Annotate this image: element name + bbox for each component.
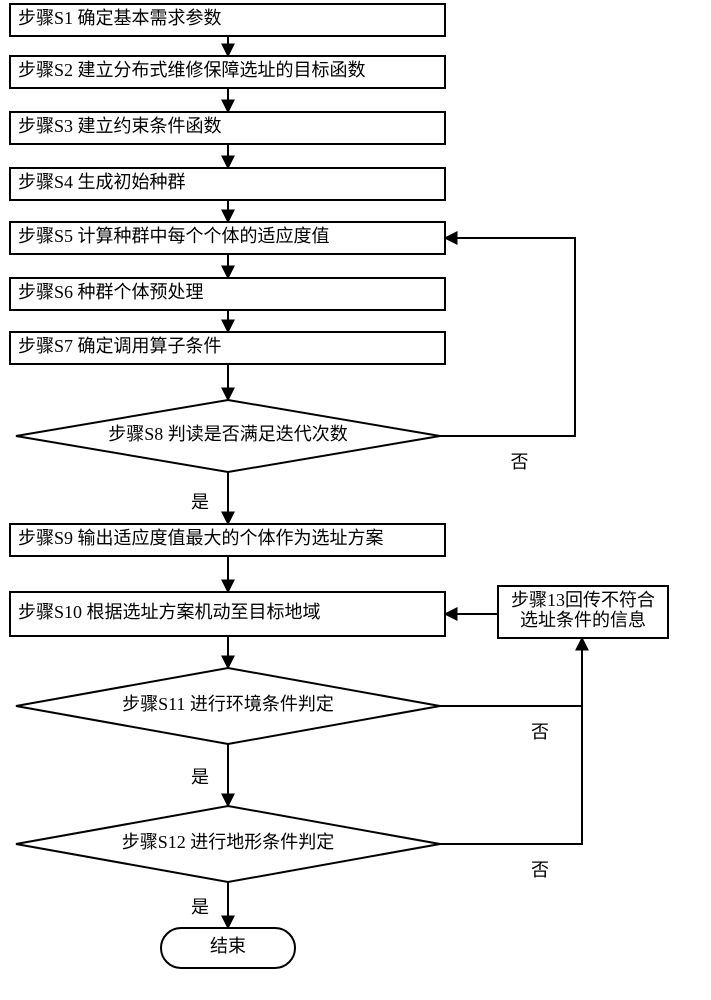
step-s2-label: 步骤S2 建立分布式维修保障选址的目标函数 <box>18 60 366 80</box>
yes-s11: 是 <box>191 767 209 787</box>
step-s1-label: 步骤S1 确定基本需求参数 <box>18 8 222 28</box>
decision-s8-label: 步骤S8 判读是否满足迭代次数 <box>108 424 348 444</box>
no-s8: 否 <box>511 452 529 472</box>
step-s13-label-1: 步骤13回传不符合 <box>511 590 655 610</box>
step-s4-label: 步骤S4 生成初始种群 <box>18 172 186 192</box>
step-s6-label: 步骤S6 种群个体预处理 <box>18 282 204 302</box>
no-s12: 否 <box>531 860 549 880</box>
no-s11: 否 <box>531 722 549 742</box>
step-s5-label: 步骤S5 计算种群中每个个体的适应度值 <box>18 226 330 246</box>
step-s7-label: 步骤S7 确定调用算子条件 <box>18 336 222 356</box>
end-label: 结束 <box>210 936 246 956</box>
step-s13-label-2: 选址条件的信息 <box>520 610 646 630</box>
yes-s8: 是 <box>191 492 209 512</box>
decision-s12-label: 步骤S12 进行地形条件判定 <box>122 832 335 852</box>
decision-s11-label: 步骤S11 进行环境条件判定 <box>122 694 334 714</box>
step-s3-label: 步骤S3 建立约束条件函数 <box>18 116 222 136</box>
yes-s12: 是 <box>191 897 209 917</box>
step-s9-label: 步骤S9 输出适应度值最大的个体作为选址方案 <box>18 528 384 548</box>
step-s10-label: 步骤S10 根据选址方案机动至目标地域 <box>18 602 321 622</box>
